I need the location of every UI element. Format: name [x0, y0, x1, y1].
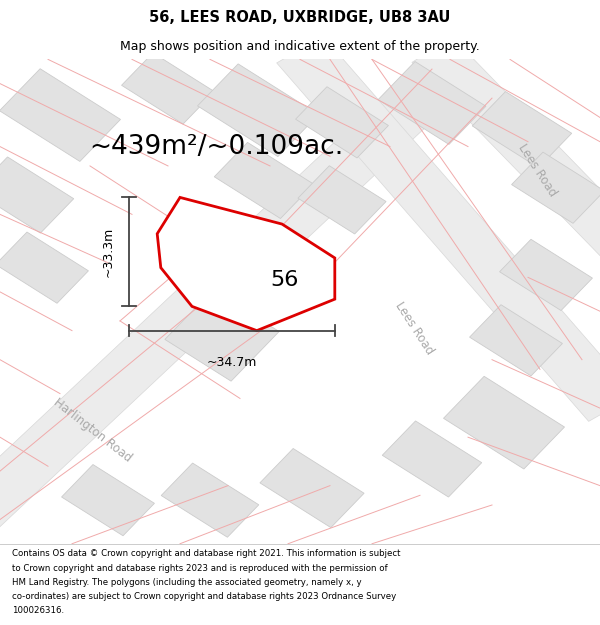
Polygon shape [260, 449, 364, 528]
Polygon shape [378, 61, 486, 144]
Text: to Crown copyright and database rights 2023 and is reproduced with the permissio: to Crown copyright and database rights 2… [12, 564, 388, 572]
Text: Lees Road: Lees Road [515, 142, 559, 199]
Polygon shape [412, 37, 600, 266]
Text: Map shows position and indicative extent of the property.: Map shows position and indicative extent… [120, 40, 480, 52]
Text: 56, LEES ROAD, UXBRIDGE, UB8 3AU: 56, LEES ROAD, UXBRIDGE, UB8 3AU [149, 10, 451, 25]
Polygon shape [161, 463, 259, 538]
Polygon shape [157, 198, 335, 331]
Text: Lees Road: Lees Road [392, 299, 436, 357]
Polygon shape [0, 232, 88, 303]
Polygon shape [122, 53, 214, 124]
Polygon shape [443, 376, 565, 469]
Polygon shape [470, 305, 562, 376]
Polygon shape [277, 36, 600, 421]
Text: Contains OS data © Crown copyright and database right 2021. This information is : Contains OS data © Crown copyright and d… [12, 549, 401, 559]
Text: ~34.7m: ~34.7m [207, 356, 257, 369]
Polygon shape [197, 64, 319, 157]
Polygon shape [214, 142, 314, 219]
Text: co-ordinates) are subject to Crown copyright and database rights 2023 Ordnance S: co-ordinates) are subject to Crown copyr… [12, 592, 396, 601]
Text: Harlington Road: Harlington Road [52, 396, 134, 464]
Polygon shape [298, 166, 386, 234]
Polygon shape [512, 152, 600, 223]
Text: ~33.3m: ~33.3m [101, 227, 115, 277]
Polygon shape [382, 421, 482, 497]
Polygon shape [296, 87, 388, 158]
Text: ~439m²/~0.109ac.: ~439m²/~0.109ac. [89, 134, 343, 159]
Polygon shape [472, 91, 572, 168]
Text: HM Land Registry. The polygons (including the associated geometry, namely x, y: HM Land Registry. The polygons (includin… [12, 578, 362, 587]
Polygon shape [0, 69, 121, 161]
Polygon shape [0, 54, 472, 534]
Polygon shape [500, 239, 592, 311]
Polygon shape [0, 157, 74, 233]
Text: 56: 56 [271, 270, 299, 290]
Text: 100026316.: 100026316. [12, 606, 64, 615]
Polygon shape [165, 290, 279, 381]
Polygon shape [62, 464, 154, 536]
